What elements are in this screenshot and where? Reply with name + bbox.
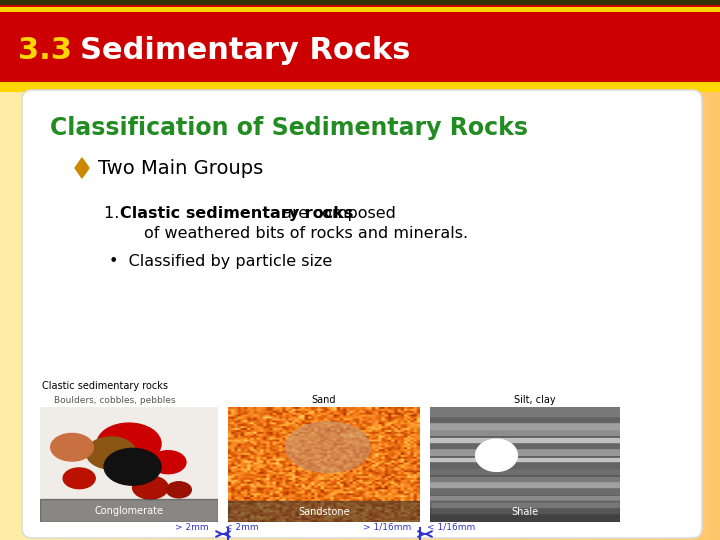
Bar [430,467,620,474]
Text: < 1/16mm: < 1/16mm [427,523,475,532]
Bar [0,82,720,92]
Text: of weathered bits of rocks and minerals.: of weathered bits of rocks and minerals. [144,226,468,241]
Text: Two Main Groups: Two Main Groups [98,159,264,178]
Bar [430,402,620,409]
Text: Clastic sedimentary rocks: Clastic sedimentary rocks [42,381,168,391]
Text: Sandstone: Sandstone [298,507,350,517]
Bar [430,488,620,494]
Text: are composed: are composed [277,206,396,221]
Text: Sand: Sand [312,395,336,405]
Circle shape [97,423,161,464]
Bar [430,462,620,468]
Bar [430,512,620,519]
Circle shape [286,422,370,472]
Text: Silt, clay: Silt, clay [514,395,556,405]
Bar [430,458,620,461]
FancyBboxPatch shape [22,90,702,538]
Circle shape [150,451,186,474]
Bar [0,7,720,12]
Ellipse shape [476,439,518,471]
Circle shape [63,468,95,489]
Bar [0,0,720,5]
Bar [430,477,620,481]
Circle shape [132,476,168,499]
Bar [430,442,620,448]
Circle shape [166,482,192,498]
Text: > 2mm: > 2mm [176,523,209,532]
Text: < 2mm: < 2mm [225,523,258,532]
Bar [430,496,620,500]
Bar [430,428,620,435]
Text: Boulders, cobbles, pebbles: Boulders, cobbles, pebbles [54,396,176,405]
Bar [430,447,620,455]
Circle shape [86,437,136,469]
Text: > 1/16mm: > 1/16mm [363,523,411,532]
Text: Sedimentary Rocks: Sedimentary Rocks [80,36,410,65]
Polygon shape [75,158,89,178]
Text: 3.3: 3.3 [18,36,72,65]
Text: Clastic sedimentary rocks: Clastic sedimentary rocks [120,206,354,221]
Circle shape [50,434,94,461]
Bar [40,499,218,522]
Text: Shale: Shale [511,507,539,517]
Bar [0,0,720,90]
Circle shape [104,448,161,485]
Bar [430,438,620,442]
Text: Classification of Sedimentary Rocks: Classification of Sedimentary Rocks [50,116,528,140]
Bar [430,507,620,513]
Bar [430,501,620,522]
Bar [430,480,620,487]
Bar [228,501,420,522]
Bar [430,416,620,422]
Text: Conglomerate: Conglomerate [94,505,163,516]
Text: 1.: 1. [104,206,125,221]
Text: •  Classified by particle size: • Classified by particle size [109,254,332,269]
Bar [430,501,620,507]
Bar [430,410,620,416]
Bar [430,423,620,429]
